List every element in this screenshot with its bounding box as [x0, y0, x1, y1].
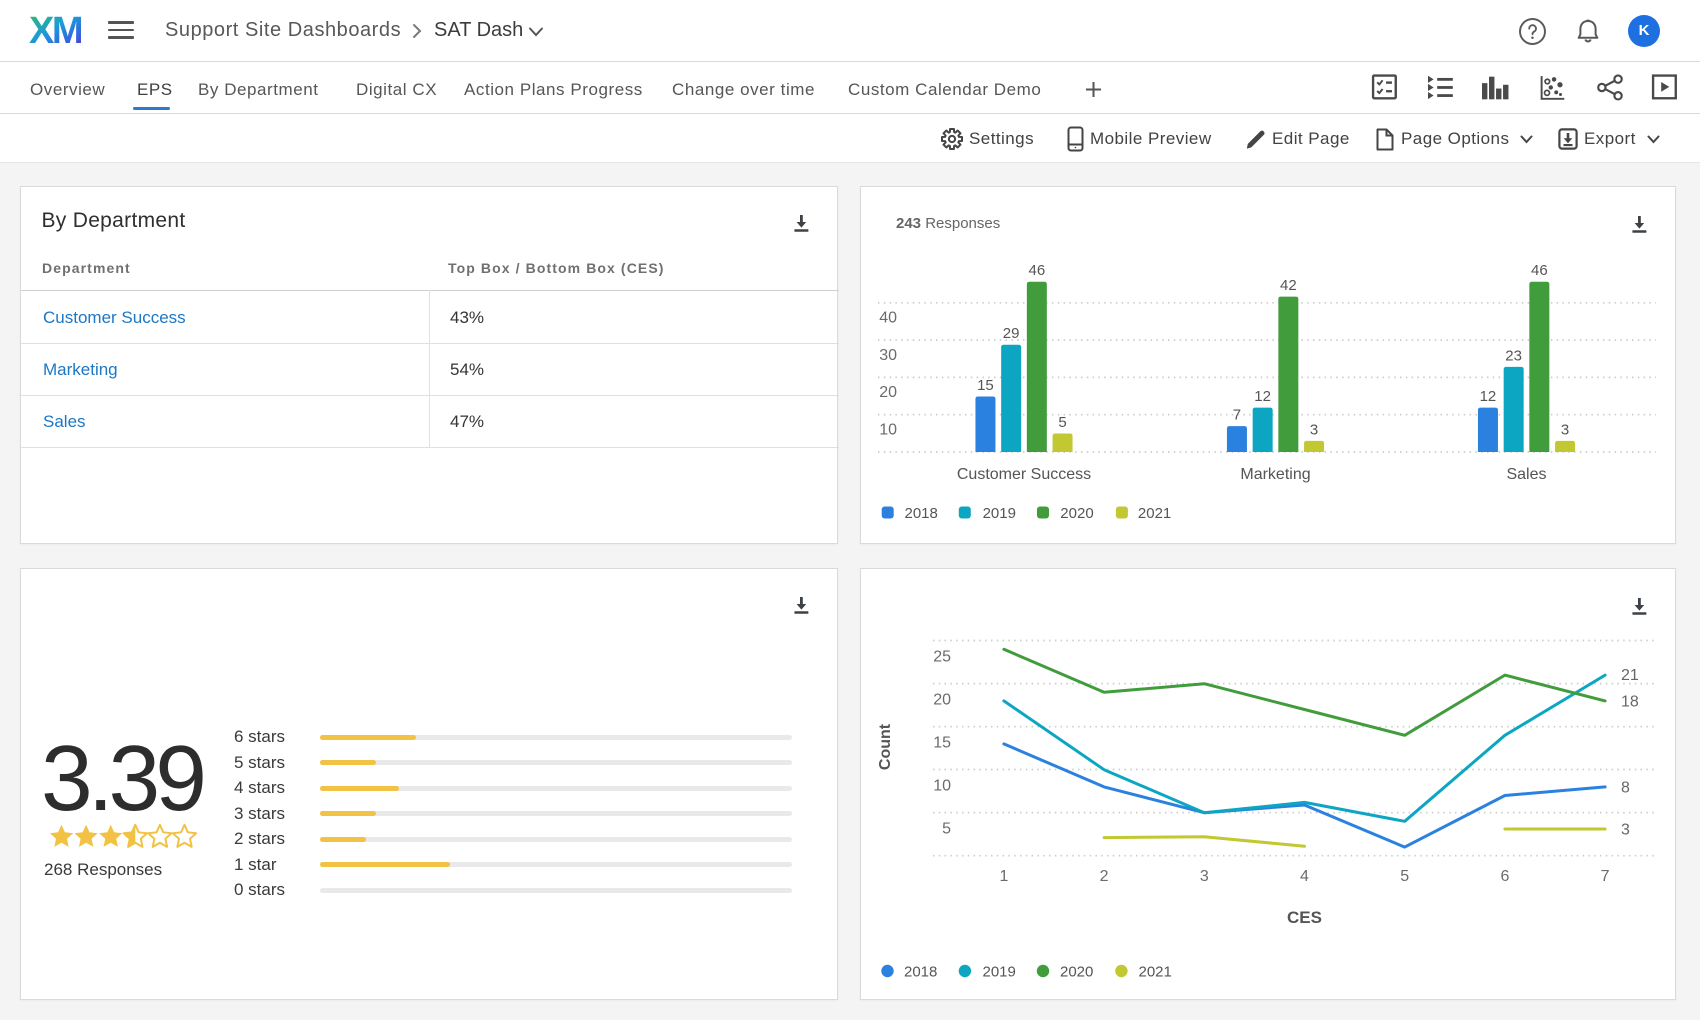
svg-text:2: 2 [1100, 868, 1109, 885]
svg-text:1: 1 [999, 868, 1008, 885]
svg-text:15: 15 [977, 377, 994, 394]
svg-text:2020: 2020 [1060, 964, 1093, 981]
svg-text:7: 7 [1601, 868, 1610, 885]
svg-text:5: 5 [942, 821, 951, 838]
svg-text:15: 15 [933, 735, 951, 752]
svg-text:Customer Success: Customer Success [957, 466, 1091, 483]
svg-text:3: 3 [1200, 868, 1209, 885]
svg-text:2021: 2021 [1138, 505, 1171, 522]
svg-text:5: 5 [1058, 414, 1066, 431]
svg-text:2021: 2021 [1139, 964, 1172, 981]
svg-text:10: 10 [933, 778, 951, 795]
svg-text:Marketing: Marketing [1240, 466, 1310, 483]
svg-text:2019: 2019 [983, 505, 1016, 522]
svg-text:42: 42 [1280, 277, 1297, 294]
svg-text:21: 21 [1621, 667, 1639, 684]
svg-text:46: 46 [1029, 262, 1046, 279]
svg-text:7: 7 [1233, 407, 1241, 424]
svg-text:12: 12 [1480, 388, 1497, 405]
svg-text:2019: 2019 [983, 964, 1016, 981]
svg-text:Sales: Sales [1506, 466, 1546, 483]
svg-text:3: 3 [1310, 422, 1318, 439]
svg-text:3: 3 [1621, 822, 1630, 839]
svg-text:30: 30 [879, 347, 897, 364]
svg-text:5: 5 [1400, 868, 1409, 885]
svg-text:23: 23 [1505, 348, 1522, 365]
svg-text:2018: 2018 [905, 505, 938, 522]
svg-text:6: 6 [1500, 868, 1509, 885]
svg-text:10: 10 [879, 421, 897, 438]
svg-text:12: 12 [1254, 388, 1271, 405]
svg-text:4: 4 [1300, 868, 1309, 885]
svg-text:20: 20 [879, 384, 897, 401]
svg-text:CES: CES [1287, 908, 1322, 927]
svg-text:46: 46 [1531, 262, 1548, 279]
svg-text:2020: 2020 [1060, 505, 1093, 522]
svg-text:243 Responses: 243 Responses [896, 215, 1000, 232]
svg-text:18: 18 [1621, 694, 1639, 711]
svg-text:25: 25 [933, 649, 951, 666]
svg-text:3: 3 [1561, 422, 1569, 439]
svg-text:20: 20 [933, 692, 951, 709]
svg-text:2018: 2018 [904, 964, 937, 981]
svg-text:Count: Count [877, 723, 894, 770]
svg-text:40: 40 [879, 310, 897, 327]
svg-text:8: 8 [1621, 780, 1630, 797]
svg-text:29: 29 [1003, 325, 1020, 342]
